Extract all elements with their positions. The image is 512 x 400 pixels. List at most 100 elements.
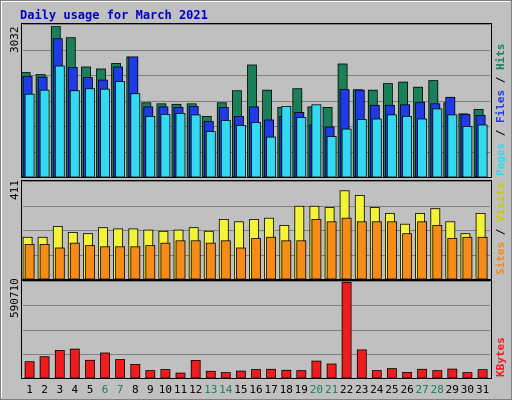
- visits-bar-sites-day-21: [326, 221, 337, 279]
- x-tick-label-31: 31: [476, 383, 489, 396]
- hits-bar-pages-day-30: [462, 126, 473, 177]
- hits-bar-pages-day-25: [386, 114, 397, 177]
- legend-kbytes: KBytes: [494, 337, 507, 377]
- visits-bar-sites-day-2: [39, 243, 50, 279]
- x-axis-labels: 1 2 3 4 5 6 7 8 9 10 11 12 13 14 15 16 17 18 19 20 21 22 23 24 2…: [26, 383, 489, 396]
- visits-bar-sites-day-9: [145, 245, 156, 279]
- visits-bar-sites-day-4: [69, 242, 80, 279]
- legend-pages: Pages: [494, 143, 507, 176]
- kbytes-bar-kbytes-day-11: [175, 372, 186, 378]
- visits-bar-sites-day-24: [371, 221, 382, 279]
- kbytes-bar-kbytes-day-19: [296, 370, 307, 378]
- kbytes-bar-kbytes-day-3: [54, 349, 65, 378]
- kbytes-bar-kbytes-day-31: [477, 369, 488, 378]
- hits-bar-pages-day-14: [220, 120, 231, 177]
- kbytes-bar-kbytes-day-23: [356, 349, 367, 378]
- visits-bar-sites-day-15: [235, 247, 246, 279]
- x-tick-label-19: 19: [295, 383, 308, 396]
- hits-bar-pages-day-22: [341, 128, 352, 177]
- kbytes-legend: KBytes: [494, 337, 507, 377]
- kbytes-bar-kbytes-day-16: [251, 369, 261, 378]
- kbytes-bars: [24, 281, 488, 378]
- visits-bar-sites-day-7: [115, 246, 125, 279]
- visits-bar-sites-day-23: [356, 221, 367, 279]
- hits-bars: [22, 26, 488, 177]
- visits-bar-sites-day-17: [266, 236, 277, 279]
- x-tick-label-18: 18: [280, 383, 293, 396]
- visits-bar-sites-day-30: [462, 236, 473, 279]
- visits-bar-sites-day-10: [160, 242, 171, 279]
- x-tick-label-12: 12: [189, 383, 202, 396]
- hits-bar-pages-day-24: [371, 118, 382, 177]
- visits-bar-sites-day-6: [100, 246, 110, 279]
- x-tick-label-14: 14: [219, 383, 233, 396]
- visits-bar-sites-day-5: [85, 245, 95, 279]
- x-tick-label-22: 22: [340, 383, 353, 396]
- kbytes-bar-kbytes-day-26: [402, 371, 413, 378]
- kbytes-bar-kbytes-day-1: [24, 361, 35, 378]
- chart-title: Daily usage for March 2021: [20, 8, 208, 22]
- hits-bar-pages-day-27: [417, 118, 428, 177]
- legend-sites: Sites: [494, 242, 507, 275]
- hits-bar-pages-day-17: [266, 136, 277, 177]
- kbytes-bar-kbytes-day-4: [69, 348, 80, 378]
- hits-bar-pages-day-9: [145, 116, 156, 177]
- visits-bar-sites-day-13: [205, 242, 216, 279]
- kbytes-bar-kbytes-day-14: [220, 372, 231, 378]
- hits-bar-pages-day-21: [326, 136, 337, 177]
- x-tick-label-13: 13: [204, 383, 217, 396]
- hits-bar-pages-day-20: [311, 104, 322, 177]
- kbytes-bar-kbytes-day-24: [371, 370, 382, 378]
- hits-bar-pages-day-18: [281, 106, 292, 177]
- visits-ymax-label: 411: [8, 180, 21, 200]
- x-tick-label-24: 24: [370, 383, 384, 396]
- kbytes-bar-kbytes-day-12: [190, 359, 201, 378]
- visits-bar-sites-day-3: [54, 247, 65, 279]
- hits-bar-pages-day-8: [130, 93, 141, 177]
- x-tick-label-28: 28: [431, 383, 444, 396]
- hits-bar-pages-day-28: [432, 108, 443, 177]
- x-tick-label-16: 16: [249, 383, 262, 396]
- hits-bar-pages-day-1: [24, 93, 35, 177]
- x-tick-label-11: 11: [174, 383, 187, 396]
- x-tick-label-9: 9: [147, 383, 154, 396]
- hits-bar-pages-day-29: [447, 114, 458, 177]
- kbytes-bar-kbytes-day-7: [115, 359, 125, 378]
- kbytes-bar-kbytes-day-6: [100, 352, 110, 378]
- hits-bar-pages-day-19: [296, 117, 307, 177]
- visits-bar-sites-day-26: [402, 233, 413, 279]
- visits-bar-sites-day-18: [281, 240, 292, 279]
- visits-bar-sites-day-31: [477, 236, 488, 279]
- visits-bar-sites-day-1: [24, 243, 35, 279]
- visits-bar-sites-day-28: [432, 224, 443, 279]
- kbytes-bar-kbytes-day-25: [386, 368, 397, 378]
- visits-bar-sites-day-11: [175, 240, 186, 279]
- hits-bar-pages-day-4: [69, 90, 80, 177]
- kbytes-ymax-label: 590710: [8, 278, 21, 318]
- legend-files: Files: [494, 90, 507, 123]
- x-tick-label-2: 2: [41, 383, 48, 396]
- x-tick-label-10: 10: [159, 383, 172, 396]
- hits-legend: Pages / Files / Hits: [494, 44, 507, 177]
- visits-bar-sites-day-12: [190, 240, 201, 279]
- visits-bar-sites-day-25: [386, 221, 397, 279]
- visits-bar-sites-day-27: [417, 221, 428, 279]
- legend-hits: Hits: [494, 44, 507, 71]
- x-tick-label-5: 5: [87, 383, 94, 396]
- kbytes-bar-kbytes-day-30: [462, 372, 473, 378]
- kbytes-bar-kbytes-day-28: [432, 370, 443, 378]
- hits-bar-pages-day-7: [115, 81, 125, 177]
- x-tick-label-30: 30: [461, 383, 474, 396]
- kbytes-bar-kbytes-day-8: [130, 363, 141, 378]
- kbytes-bar-kbytes-day-29: [447, 368, 458, 378]
- hits-bar-pages-day-13: [205, 131, 216, 177]
- kbytes-bar-kbytes-day-17: [266, 368, 277, 378]
- visits-bar-sites-day-16: [251, 238, 261, 279]
- kbytes-bar-kbytes-day-5: [85, 359, 95, 378]
- hits-bar-pages-day-3: [54, 65, 65, 177]
- kbytes-panel: [21, 280, 492, 379]
- kbytes-bar-kbytes-day-22: [341, 281, 352, 378]
- kbytes-bar-kbytes-day-21: [326, 363, 337, 378]
- visits-legend: Sites / Visits: [494, 182, 507, 275]
